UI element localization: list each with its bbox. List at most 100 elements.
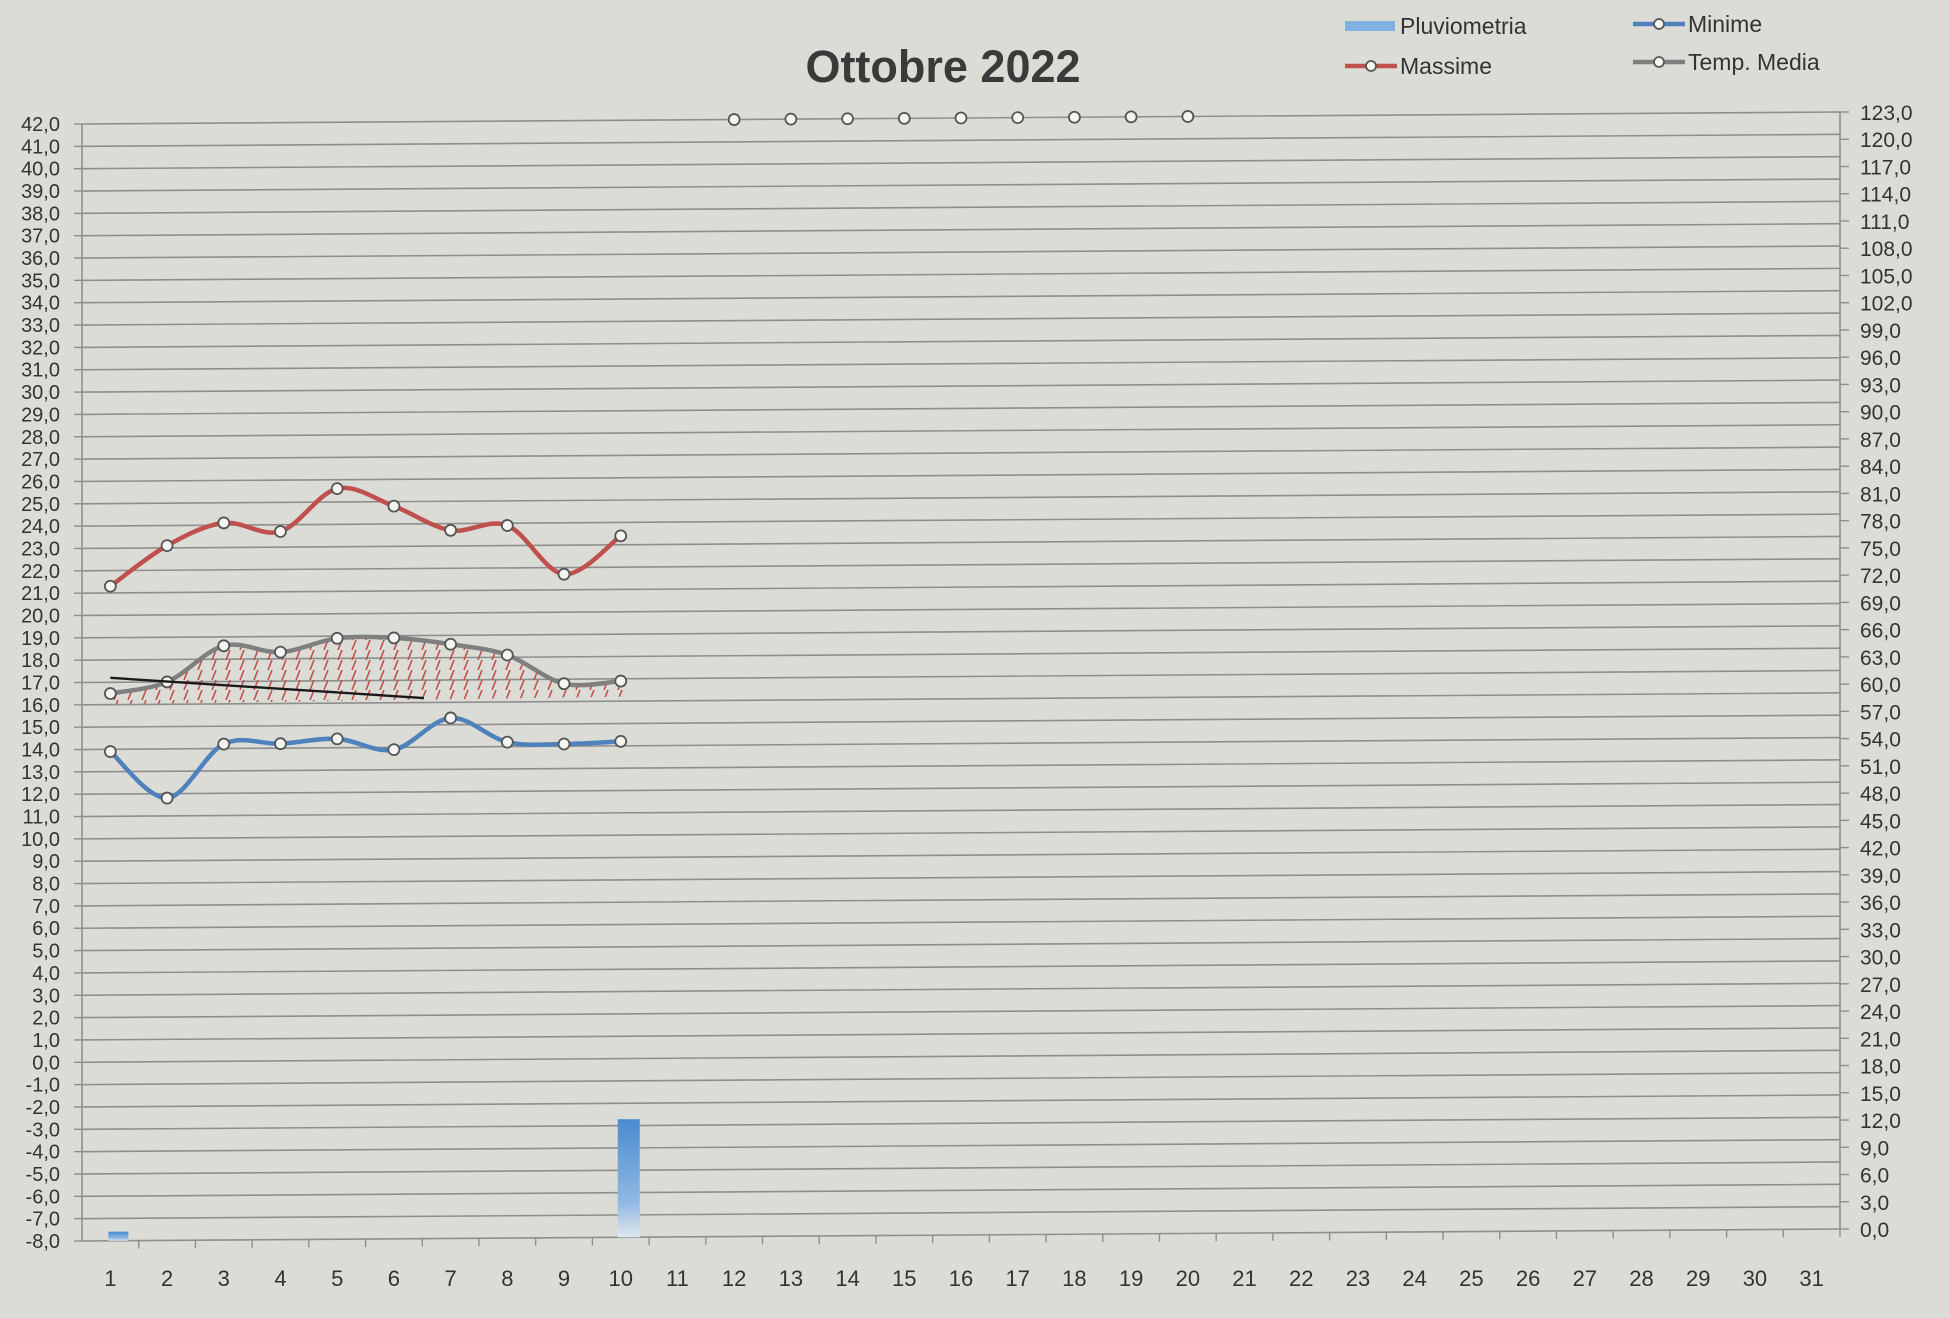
legend: Pluviometria Minime Massime Temp. Media — [1345, 11, 1820, 79]
left-tick-label: 22,0 — [21, 561, 60, 583]
x-tick-label: 3 — [218, 1266, 230, 1291]
x-tick-label: 5 — [331, 1266, 343, 1291]
x-tick-label: 18 — [1062, 1266, 1086, 1291]
x-tick-label: 19 — [1119, 1266, 1143, 1291]
right-tick-label: 93,0 — [1860, 374, 1901, 397]
right-tick-label: 105,0 — [1860, 265, 1913, 288]
right-tick-label: 0,0 — [1860, 1219, 1889, 1242]
left-tick-label: 19,0 — [21, 628, 60, 650]
left-tick-label: 16,0 — [21, 695, 60, 717]
data-point — [784, 112, 798, 126]
right-tick-label: 9,0 — [1860, 1137, 1889, 1160]
gridline — [81, 312, 1841, 326]
left-tick-label: 32,0 — [21, 337, 60, 359]
data-point — [557, 737, 571, 751]
x-tick-label: 10 — [608, 1266, 632, 1291]
x-axis-ticks: 1 2 3 4 5 6 7 8 9 10 11 12 13 14 15 16 17 18 19 20 21 22 23 24 2… — [104, 1229, 1841, 1291]
data-point — [557, 567, 571, 581]
left-tick-label: 38,0 — [21, 203, 60, 225]
data-point — [444, 711, 458, 725]
gridline — [81, 535, 1841, 550]
right-tick-label: 81,0 — [1860, 483, 1901, 506]
legend-label: Temp. Media — [1688, 49, 1820, 75]
x-tick-label: 8 — [501, 1266, 513, 1291]
gridline — [81, 446, 1841, 460]
legend-marker — [1653, 56, 1665, 68]
gridline — [81, 759, 1841, 773]
x-tick-label: 24 — [1402, 1266, 1426, 1291]
left-tick-label: 11,0 — [23, 807, 60, 829]
right-tick-label: 12,0 — [1860, 1110, 1901, 1133]
right-tick-label: 30,0 — [1860, 947, 1901, 970]
gridline — [81, 1161, 1841, 1175]
left-tick-label: 27,0 — [21, 449, 60, 471]
x-tick-label: 17 — [1005, 1266, 1029, 1291]
left-tick-label: 4,0 — [32, 963, 60, 985]
x-tick-label: 9 — [558, 1266, 570, 1291]
left-tick-label: 24,0 — [21, 516, 60, 538]
x-tick-label: 14 — [835, 1266, 859, 1291]
data-point — [500, 519, 514, 532]
gridline — [81, 1027, 1841, 1041]
gridline — [81, 848, 1841, 863]
right-tick-label: 123,0 — [1860, 102, 1913, 125]
gridline — [81, 222, 1841, 237]
gridline — [81, 714, 1841, 728]
left-tick-label: 29,0 — [21, 404, 60, 426]
x-tick-label: 22 — [1289, 1266, 1313, 1291]
gridline — [81, 937, 1841, 952]
right-axis-ticks: 123,0 120,0 117,0 114,0 111,0 108,0 105,0 102,0… — [1840, 102, 1913, 1242]
left-tick-label: -7,0 — [26, 1209, 60, 1231]
data-point — [1124, 110, 1138, 124]
legend-marker — [1653, 18, 1665, 30]
left-tick-label: 42,0 — [21, 114, 60, 136]
gridline — [81, 334, 1841, 349]
series-line — [108, 634, 623, 696]
gridline — [81, 289, 1841, 304]
data-point — [614, 529, 628, 543]
right-tick-label: 36,0 — [1860, 892, 1901, 915]
rain-bar — [108, 1231, 129, 1241]
data-point — [444, 523, 458, 537]
x-tick-label: 16 — [949, 1266, 973, 1291]
data-point — [1181, 110, 1195, 123]
gridline — [81, 558, 1841, 572]
left-axis-ticks: 42,041,040,039,038,037,036,035,034,033,0… — [21, 114, 82, 1253]
right-tick-label: 42,0 — [1860, 838, 1901, 861]
x-tick-label: 4 — [274, 1266, 286, 1291]
right-tick-label: 15,0 — [1860, 1083, 1901, 1106]
right-tick-label: 69,0 — [1860, 592, 1901, 615]
left-tick-label: 25,0 — [21, 494, 60, 516]
data-point — [387, 631, 401, 645]
gridline — [81, 379, 1841, 393]
right-tick-label: 84,0 — [1860, 456, 1901, 479]
right-tick-label: 120,0 — [1860, 129, 1913, 152]
right-tick-label: 111,0 — [1860, 211, 1909, 234]
gridline — [81, 803, 1841, 818]
left-tick-label: 33,0 — [21, 315, 60, 337]
gridline — [81, 781, 1841, 795]
right-tick-label: 60,0 — [1860, 674, 1901, 697]
gridline — [81, 1004, 1841, 1019]
gridline — [81, 356, 1841, 371]
left-tick-label: 12,0 — [21, 784, 60, 806]
data-point — [387, 743, 401, 757]
gridline — [81, 178, 1841, 192]
trend-line — [110, 676, 424, 700]
gridline — [81, 602, 1841, 617]
left-tick-label: 41,0 — [21, 136, 60, 158]
data-point — [217, 516, 231, 530]
gridline — [81, 960, 1841, 974]
left-tick-label: 34,0 — [21, 293, 60, 315]
left-tick-label: 39,0 — [21, 181, 60, 203]
left-tick-label: 36,0 — [21, 248, 60, 270]
left-tick-label: -4,0 — [26, 1142, 60, 1164]
gridline — [81, 1138, 1841, 1153]
data-point — [1068, 110, 1081, 124]
gridline — [81, 200, 1841, 215]
left-tick-label: 21,0 — [21, 583, 60, 605]
left-tick-label: 9,0 — [32, 851, 60, 873]
data-point — [1011, 111, 1025, 125]
gridline — [81, 1071, 1841, 1086]
gridlines — [81, 111, 1841, 1242]
